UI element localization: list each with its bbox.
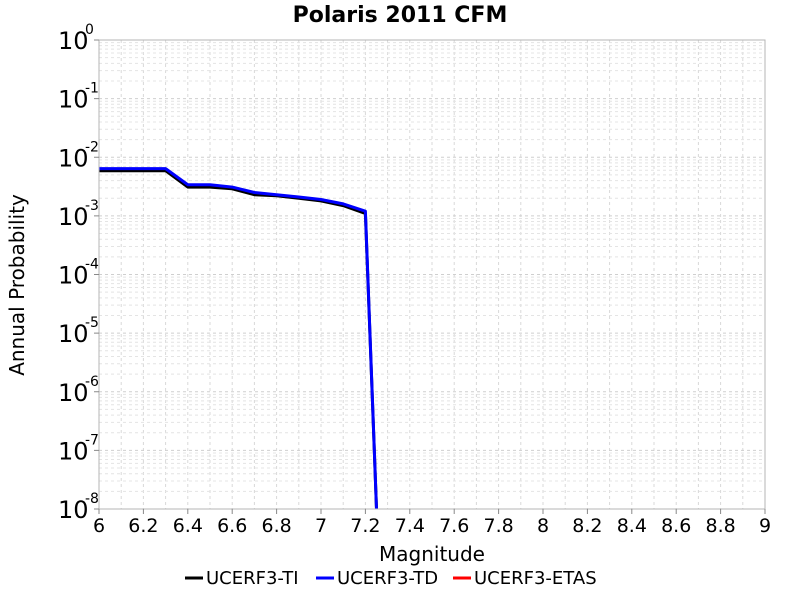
- x-tick-label: 8.6: [661, 515, 691, 537]
- x-tick-label: 8.2: [572, 515, 602, 537]
- y-tick-label: 10-8: [58, 491, 99, 524]
- y-tick-exponent: -1: [85, 81, 99, 97]
- chart-title: Polaris 2011 CFM: [293, 3, 508, 28]
- x-tick-label: 7.8: [483, 515, 513, 537]
- y-tick-label: 10-4: [58, 257, 99, 290]
- y-tick-base: 10: [58, 437, 89, 465]
- y-tick-label: 10-6: [58, 374, 99, 407]
- x-tick-label: 7: [315, 515, 327, 537]
- series-line-ucerf3-td: [99, 167, 378, 510]
- x-axis-ticks: 6 6.2 6.4 6.6 6.8 7 7.2 7.4 7.6 7.8 8 8.2 8.4 8.6 8.8 9: [93, 509, 771, 537]
- y-tick-exponent: 0: [85, 22, 94, 38]
- y-tick-base: 10: [58, 496, 89, 524]
- series-line-ucerf3-ti: [99, 169, 378, 510]
- legend-item: UCERF3-TD: [316, 568, 438, 589]
- y-tick-exponent: -7: [85, 432, 99, 448]
- x-tick-label: 7.6: [439, 515, 469, 537]
- y-tick-label: 10-3: [58, 198, 99, 231]
- y-tick-base: 10: [58, 86, 89, 114]
- y-tick-label: 100: [58, 22, 94, 55]
- y-tick-base: 10: [58, 203, 89, 231]
- legend-label: UCERF3-TI: [206, 568, 299, 589]
- y-tick-exponent: -8: [85, 491, 99, 507]
- x-tick-label: 7.2: [350, 515, 380, 537]
- x-axis-label: Magnitude: [379, 542, 485, 566]
- y-tick-exponent: -6: [85, 374, 99, 390]
- y-tick-base: 10: [58, 379, 89, 407]
- legend-item: UCERF3-TI: [185, 568, 299, 589]
- legend-label: UCERF3-ETAS: [474, 568, 597, 589]
- legend-item: UCERF3-ETAS: [453, 568, 597, 589]
- x-tick-label: 7.4: [395, 515, 425, 537]
- grid: [98, 40, 766, 510]
- x-tick-label: 8.4: [617, 515, 647, 537]
- series-layer: [99, 167, 378, 510]
- y-axis-label: Annual Probability: [5, 194, 29, 376]
- y-tick-exponent: -5: [85, 315, 99, 331]
- y-tick-label: 10-7: [58, 432, 99, 465]
- y-tick-base: 10: [58, 144, 89, 172]
- x-tick-label: 6.4: [173, 515, 203, 537]
- y-tick-exponent: -4: [85, 257, 99, 273]
- y-tick-base: 10: [58, 320, 89, 348]
- y-tick-label: 10-2: [58, 139, 99, 172]
- y-tick-exponent: -2: [85, 139, 99, 155]
- x-tick-label: 8.8: [705, 515, 735, 537]
- y-tick-label: 10-1: [58, 81, 99, 114]
- x-tick-label: 6.8: [261, 515, 291, 537]
- legend-label: UCERF3-TD: [337, 568, 438, 589]
- x-tick-label: 8: [537, 515, 549, 537]
- x-tick-label: 6.2: [128, 515, 158, 537]
- x-tick-label: 9: [759, 515, 771, 537]
- y-tick-label: 10-5: [58, 315, 99, 348]
- x-tick-label: 6.6: [217, 515, 247, 537]
- y-tick-base: 10: [58, 262, 89, 290]
- legend: UCERF3-TI UCERF3-TD UCERF3-ETAS: [185, 568, 597, 589]
- y-tick-exponent: -3: [85, 198, 99, 214]
- x-tick-label: 6: [93, 515, 105, 537]
- y-tick-base: 10: [58, 27, 89, 55]
